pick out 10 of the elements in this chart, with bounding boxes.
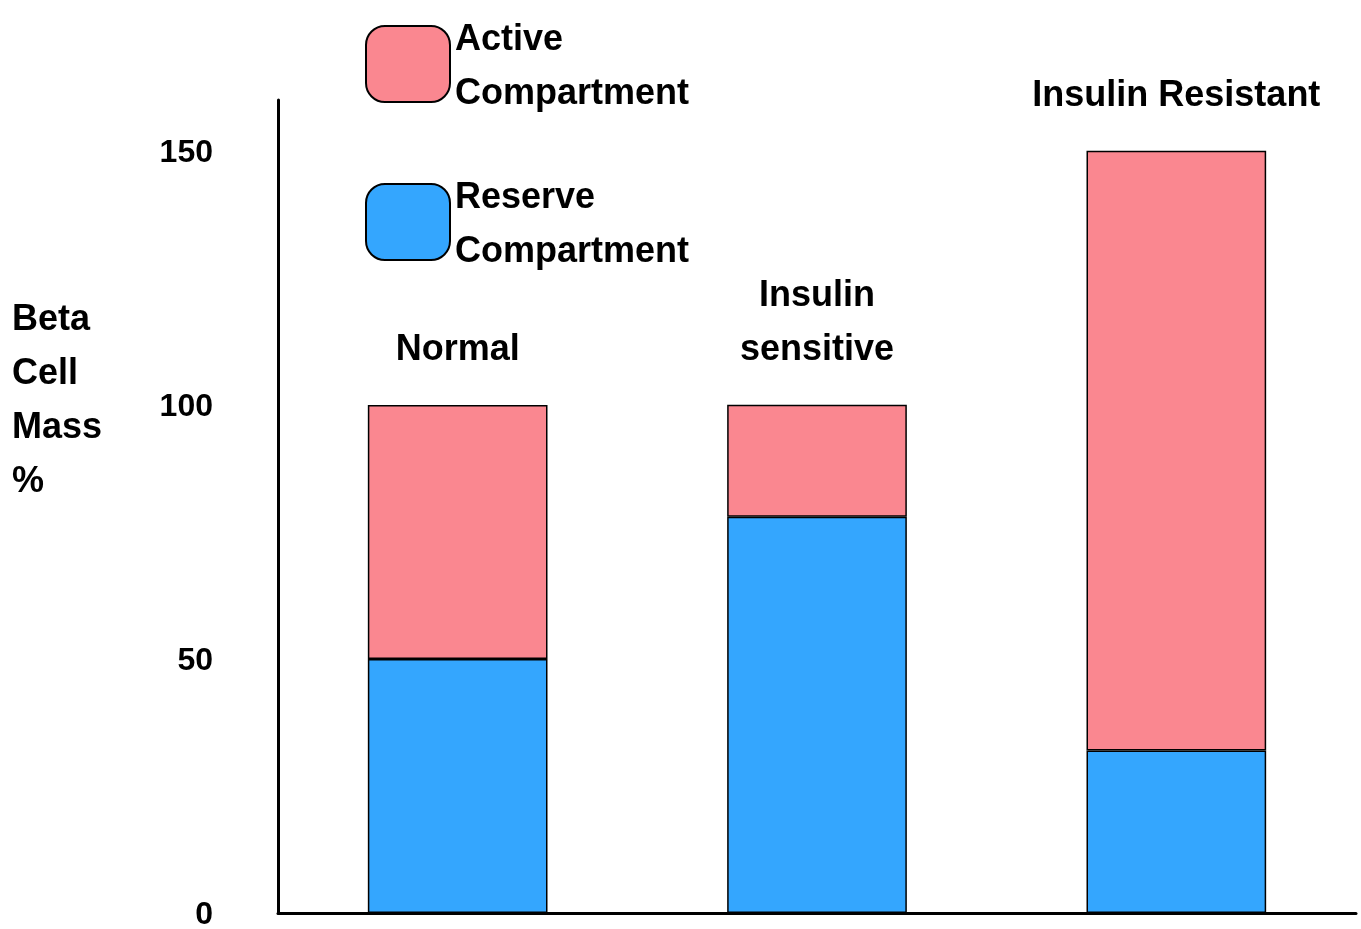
x-tick-label: Normal	[395, 327, 520, 369]
y-axis-title: Beta Cell Mass %	[12, 296, 103, 500]
y-tick-label: 0	[195, 895, 213, 929]
y-tick-label: 50	[177, 640, 213, 677]
x-tick-label: Insulin Resistant	[1032, 73, 1321, 115]
legend-label: Reserve Compartment	[455, 174, 690, 270]
y-tick-label: 100	[159, 386, 213, 423]
x-tick-label: Insulin sensitive	[739, 273, 895, 369]
legend-label: Active Compartment	[455, 16, 690, 112]
y-tick-label: 150	[159, 132, 213, 169]
